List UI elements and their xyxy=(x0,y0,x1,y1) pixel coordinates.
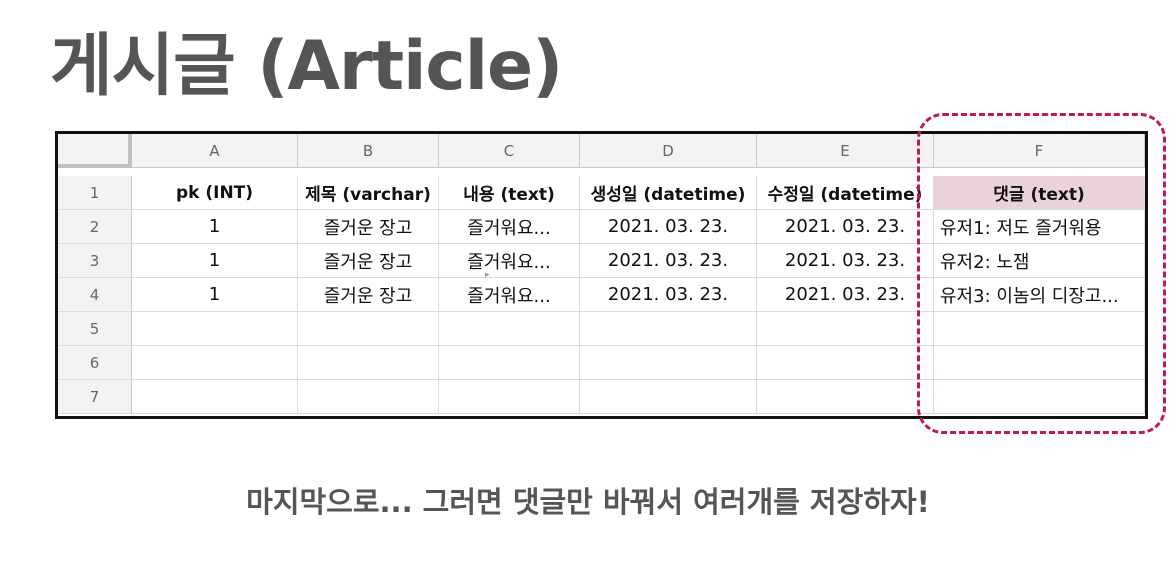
cell-c1[interactable]: 내용 (text) xyxy=(439,176,580,210)
cell-a6[interactable] xyxy=(132,346,298,380)
cell-f3[interactable]: 유저2: 노잼 xyxy=(934,244,1145,278)
subtitle-caption: 마지막으로... 그러면 댓글만 바꿔서 여러개를 저장하자! xyxy=(246,485,930,519)
cell-b1[interactable]: 제목 (varchar) xyxy=(298,176,439,210)
cell-e7[interactable] xyxy=(757,380,934,414)
cell-d6[interactable] xyxy=(580,346,757,380)
column-header-row: A B C D E F xyxy=(58,134,1145,168)
cell-e6[interactable] xyxy=(757,346,934,380)
cell-e1[interactable]: 수정일 (datetime) xyxy=(757,176,934,210)
row-number[interactable]: 7 xyxy=(58,380,132,414)
cell-e3[interactable]: 2021. 03. 23. xyxy=(757,244,934,278)
column-header-d[interactable]: D xyxy=(580,134,757,168)
column-header-c[interactable]: C xyxy=(439,134,580,168)
column-header-e[interactable]: E xyxy=(757,134,934,168)
cell-f6[interactable] xyxy=(934,346,1145,380)
row-number[interactable]: 3 xyxy=(58,244,132,278)
table-row: 1 pk (INT) 제목 (varchar) 내용 (text) 생성일 (d… xyxy=(58,176,1145,210)
row-number[interactable]: 6 xyxy=(58,346,132,380)
cell-d2[interactable]: 2021. 03. 23. xyxy=(580,210,757,244)
cell-c3[interactable]: 즐거워요... xyxy=(439,244,580,278)
cell-c6[interactable] xyxy=(439,346,580,380)
cell-d7[interactable] xyxy=(580,380,757,414)
cell-c2[interactable]: 즐거워요... xyxy=(439,210,580,244)
cell-d3[interactable]: 2021. 03. 23. xyxy=(580,244,757,278)
cell-b3[interactable]: 즐거운 장고 xyxy=(298,244,439,278)
cell-a5[interactable] xyxy=(132,312,298,346)
cell-b7[interactable] xyxy=(298,380,439,414)
table-row: 6 xyxy=(58,346,1145,380)
table-row: 3 1 즐거운 장고 즐거워요... 2021. 03. 23. 2021. 0… xyxy=(58,244,1145,278)
mouse-cursor-icon: ▸ xyxy=(485,270,490,280)
cell-c4[interactable]: 즐거워요... xyxy=(439,278,580,312)
cell-f4[interactable]: 유저3: 이놈의 디장고... xyxy=(934,278,1145,312)
cell-f5[interactable] xyxy=(934,312,1145,346)
row-number[interactable]: 2 xyxy=(58,210,132,244)
cell-c5[interactable] xyxy=(439,312,580,346)
row-number[interactable]: 5 xyxy=(58,312,132,346)
row-number[interactable]: 1 xyxy=(58,176,132,210)
cell-e5[interactable] xyxy=(757,312,934,346)
cell-a3[interactable]: 1 xyxy=(132,244,298,278)
select-all-corner[interactable] xyxy=(58,134,132,168)
table-row: 5 xyxy=(58,312,1145,346)
cell-b6[interactable] xyxy=(298,346,439,380)
cell-a7[interactable] xyxy=(132,380,298,414)
cell-f7[interactable] xyxy=(934,380,1145,414)
row-number[interactable]: 4 xyxy=(58,278,132,312)
cell-b5[interactable] xyxy=(298,312,439,346)
table-row: 2 1 즐거운 장고 즐거워요... 2021. 03. 23. 2021. 0… xyxy=(58,210,1145,244)
table-row: 4 1 즐거운 장고 즐거워요... 2021. 03. 23. 2021. 0… xyxy=(58,278,1145,312)
cell-e2[interactable]: 2021. 03. 23. xyxy=(757,210,934,244)
cell-a2[interactable]: 1 xyxy=(132,210,298,244)
table-row: 7 xyxy=(58,380,1145,414)
column-header-a[interactable]: A xyxy=(132,134,298,168)
cell-f2[interactable]: 유저1: 저도 즐거워용 xyxy=(934,210,1145,244)
cell-d4[interactable]: 2021. 03. 23. xyxy=(580,278,757,312)
column-header-f[interactable]: F xyxy=(934,134,1145,168)
spreadsheet: A B C D E F 1 pk (INT) 제목 (varchar) 내용 (… xyxy=(55,131,1148,419)
cell-b4[interactable]: 즐거운 장고 xyxy=(298,278,439,312)
cell-b2[interactable]: 즐거운 장고 xyxy=(298,210,439,244)
cell-f1[interactable]: 댓글 (text) xyxy=(934,176,1145,210)
cell-d5[interactable] xyxy=(580,312,757,346)
cell-e4[interactable]: 2021. 03. 23. xyxy=(757,278,934,312)
cell-c7[interactable] xyxy=(439,380,580,414)
cell-d1[interactable]: 생성일 (datetime) xyxy=(580,176,757,210)
page-title: 게시글 (Article) xyxy=(50,27,563,106)
column-header-b[interactable]: B xyxy=(298,134,439,168)
cell-a1[interactable]: pk (INT) xyxy=(132,176,298,210)
cell-a4[interactable]: 1 xyxy=(132,278,298,312)
